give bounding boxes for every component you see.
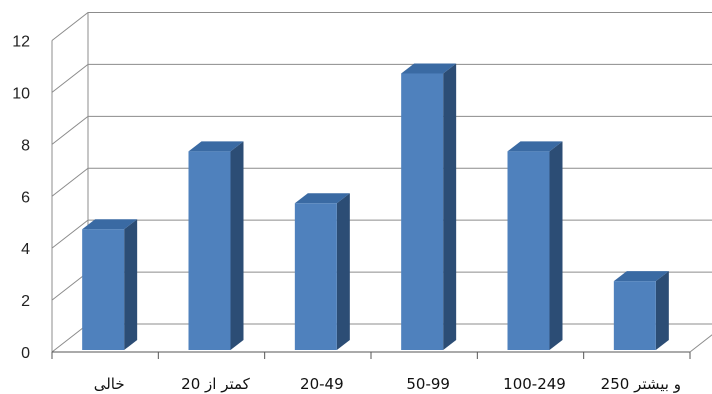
x-category-label: 100-249 [503, 375, 566, 393]
bar-front [401, 73, 444, 350]
bar-top [82, 219, 138, 230]
x-category-label: کمتر از 20 [181, 375, 251, 393]
bar [613, 271, 669, 350]
x-category-label: 50-99 [406, 375, 450, 393]
bar-front [507, 151, 550, 350]
bar [82, 219, 138, 350]
y-axis-ticks: 0 2 4 6 8 10 12 [12, 34, 30, 363]
gridline [51, 12, 712, 41]
bar-front [294, 203, 337, 350]
gridline [51, 271, 712, 301]
y-tick-label: 8 [21, 137, 30, 154]
bar-front [613, 281, 656, 350]
bars [82, 63, 669, 350]
floor-right-edge [689, 334, 712, 353]
gridline [51, 167, 712, 197]
x-category-label: خالی [94, 375, 125, 393]
bar-top [294, 193, 350, 204]
x-axis-labels: خالی کمتر از 20 20-49 50-99 100-249 250 و بیش… [94, 375, 681, 393]
bar-side [443, 63, 457, 350]
gridline [51, 63, 712, 93]
bar-front [188, 151, 231, 350]
bar-side [336, 193, 350, 350]
bar-side [124, 219, 138, 350]
y-tick-label: 12 [12, 34, 30, 51]
bar-top [507, 141, 563, 152]
y-tick-label: 10 [12, 85, 30, 102]
bar-top [188, 141, 244, 152]
y-tick-label: 0 [21, 345, 30, 362]
gridline [51, 115, 712, 145]
y-tick-label: 2 [21, 293, 30, 310]
gridlines [51, 12, 712, 359]
x-category-label: 20-49 [300, 375, 344, 393]
bar-side [230, 141, 244, 350]
x-category-label: 250 و بیشتر [601, 375, 681, 393]
bar [294, 193, 350, 350]
bar-side [655, 271, 669, 350]
y-tick-label: 6 [21, 189, 30, 206]
bar [188, 141, 244, 350]
gridline [51, 219, 712, 249]
bar [401, 63, 457, 350]
bar-side [549, 141, 563, 350]
bar-front [82, 229, 125, 350]
bar-top [401, 63, 457, 74]
bar-top [613, 271, 669, 282]
y-tick-label: 4 [21, 241, 30, 258]
bar [507, 141, 563, 350]
gridline [51, 323, 712, 353]
